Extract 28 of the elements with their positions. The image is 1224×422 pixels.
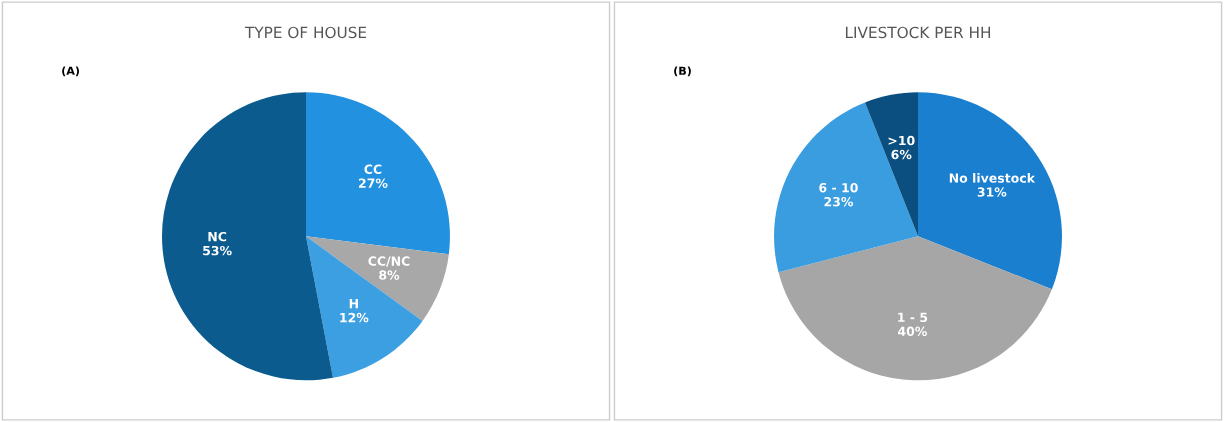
data-label: 31% [977, 187, 1007, 197]
slice-label: >10 [888, 135, 915, 146]
data-label: 8% [379, 270, 400, 280]
slice-label: NC [208, 231, 227, 242]
text: (A) [62, 66, 79, 77]
pie-slice [864, 92, 918, 237]
pie-slice [918, 92, 1062, 290]
data-label: 27% [359, 178, 388, 188]
slice-label: H [349, 299, 358, 309]
data-label: 53% [203, 245, 232, 256]
slice-label: 1 - 5 [898, 312, 928, 323]
chart-title: TYPE OF HOUSE [244, 26, 367, 39]
data-label: 40% [898, 326, 927, 337]
slice-label: 6 - 10 [819, 182, 858, 193]
pie-slice [778, 236, 1052, 381]
pie-slice [162, 92, 333, 381]
chart-title: LIVESTOCK PER HH [845, 26, 991, 39]
pie-slice [306, 236, 449, 321]
pie-slice [306, 92, 450, 255]
slice-label: No livestock [949, 173, 1036, 183]
data-label: 12% [340, 312, 369, 323]
pie-slice [306, 236, 423, 378]
slice-label: CC/NC [368, 256, 410, 267]
data-label: 6% [891, 149, 912, 160]
data-label: 23% [824, 196, 854, 207]
slice-label: CC [364, 164, 382, 174]
pie-slice [774, 102, 918, 273]
text: (B) [674, 66, 691, 77]
